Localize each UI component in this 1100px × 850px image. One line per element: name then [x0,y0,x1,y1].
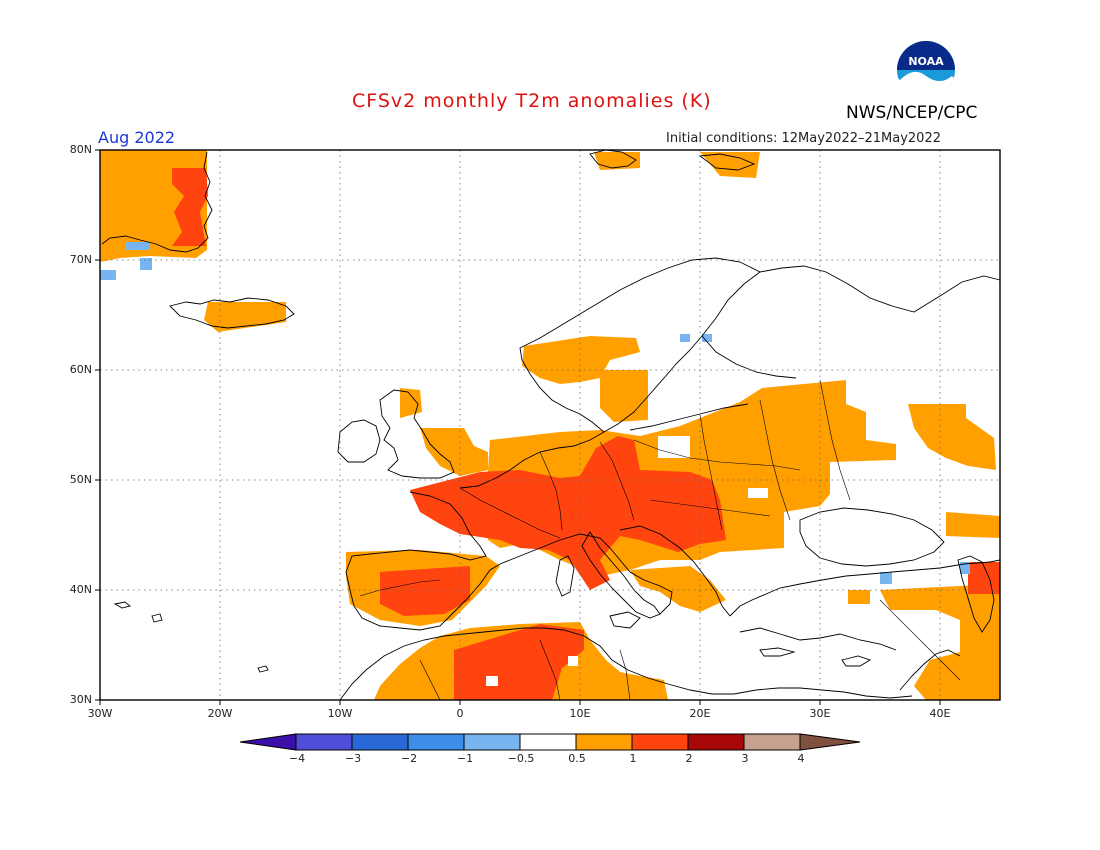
anomaly-region-sweden [600,370,648,422]
colorbar-swatch [407,733,465,751]
anomaly-region-greenland-cool [126,242,150,250]
anomaly-gap [568,656,578,666]
lat-label-80n: 80N [69,143,92,156]
anomaly-region-greenland-cool [140,258,152,270]
anomaly-region-east [880,584,1000,700]
lon-label-30w: 30W [87,707,113,720]
anomaly-region-russia [908,404,996,470]
map-frame [99,149,1001,701]
colorbar-label: −3 [344,752,362,765]
anomaly-region-balkans [630,566,726,612]
colorbar-low-triangle [239,733,297,751]
anomaly-region-greenland-cool [100,270,116,280]
lon-label-10w: 10W [327,707,353,720]
colorbar-label: 0.5 [568,752,586,765]
colorbar-label: 1 [629,752,637,765]
anomaly-region-uk [400,388,422,418]
lon-label-20w: 20W [207,707,233,720]
gridlines [100,150,1000,700]
colorbar-swatch [687,733,745,751]
lon-label-20e: 20E [689,707,711,720]
colorbar-label: 4 [797,752,805,765]
colorbar-label: 3 [741,752,749,765]
colorbar-label: 2 [685,752,693,765]
anomaly-region-turkey-cool [880,572,892,584]
initial-conditions: Initial conditions: 12May2022–21May2022 [666,131,941,146]
agency-label: NWS/NCEP/CPC [846,103,978,123]
noaa-logo-text: NOAA [908,55,944,68]
borders [359,379,961,701]
colorbar-label: −0.5 [507,752,535,765]
anomaly-gap [658,436,690,458]
anomaly-region-greenland-warm [172,168,208,246]
anomaly-gap [748,488,768,498]
lon-label-40e: 40E [929,707,951,720]
colorbar-label: −2 [400,752,418,765]
colorbar-swatch [743,733,801,751]
coastlines [101,149,1001,701]
anomaly-region-uk [420,428,488,476]
colorbar-swatch [519,733,577,751]
colorbar-swatch [463,733,521,751]
lat-label-50n: 50N [69,473,92,486]
anomaly-fill [100,150,1000,700]
anomaly-gap [486,676,498,686]
anomaly-region-finland-cool [680,334,690,342]
anomaly-region-east-cool [960,562,970,574]
colorbar-label: −1 [456,752,474,765]
colorbar-swatch [351,733,409,751]
lon-label-10e: 10E [569,707,591,720]
anomaly-region-norway [522,336,640,384]
lat-label-30n: 30N [69,693,92,706]
colorbar-swatch [631,733,689,751]
lon-label-30e: 30E [809,707,831,720]
lon-label-0: 0 [456,707,464,720]
anomaly-region-svalbard [700,152,760,178]
anomaly-region-finland-cool [702,334,712,342]
lat-label-40n: 40N [69,583,92,596]
lat-label-70n: 70N [69,253,92,266]
colorbar-swatch [295,733,353,751]
axis-ticks [95,149,941,705]
colorbar-label: −4 [288,752,306,765]
anomaly-region-turkey [848,590,870,604]
forecast-month: Aug 2022 [98,128,176,147]
anomaly-region-france-central [410,436,726,590]
anomaly-region-caucasus [946,512,1000,538]
colorbar-high-triangle [799,733,861,751]
noaa-logo: NOAA [897,41,955,100]
colorbar [239,733,861,751]
lat-label-60n: 60N [69,363,92,376]
colorbar-swatch [575,733,633,751]
map-title: CFSv2 monthly T2m anomalies (K) [352,90,712,112]
anomaly-region-iceland [204,302,286,332]
anomaly-region-iberia-warm [380,566,470,616]
